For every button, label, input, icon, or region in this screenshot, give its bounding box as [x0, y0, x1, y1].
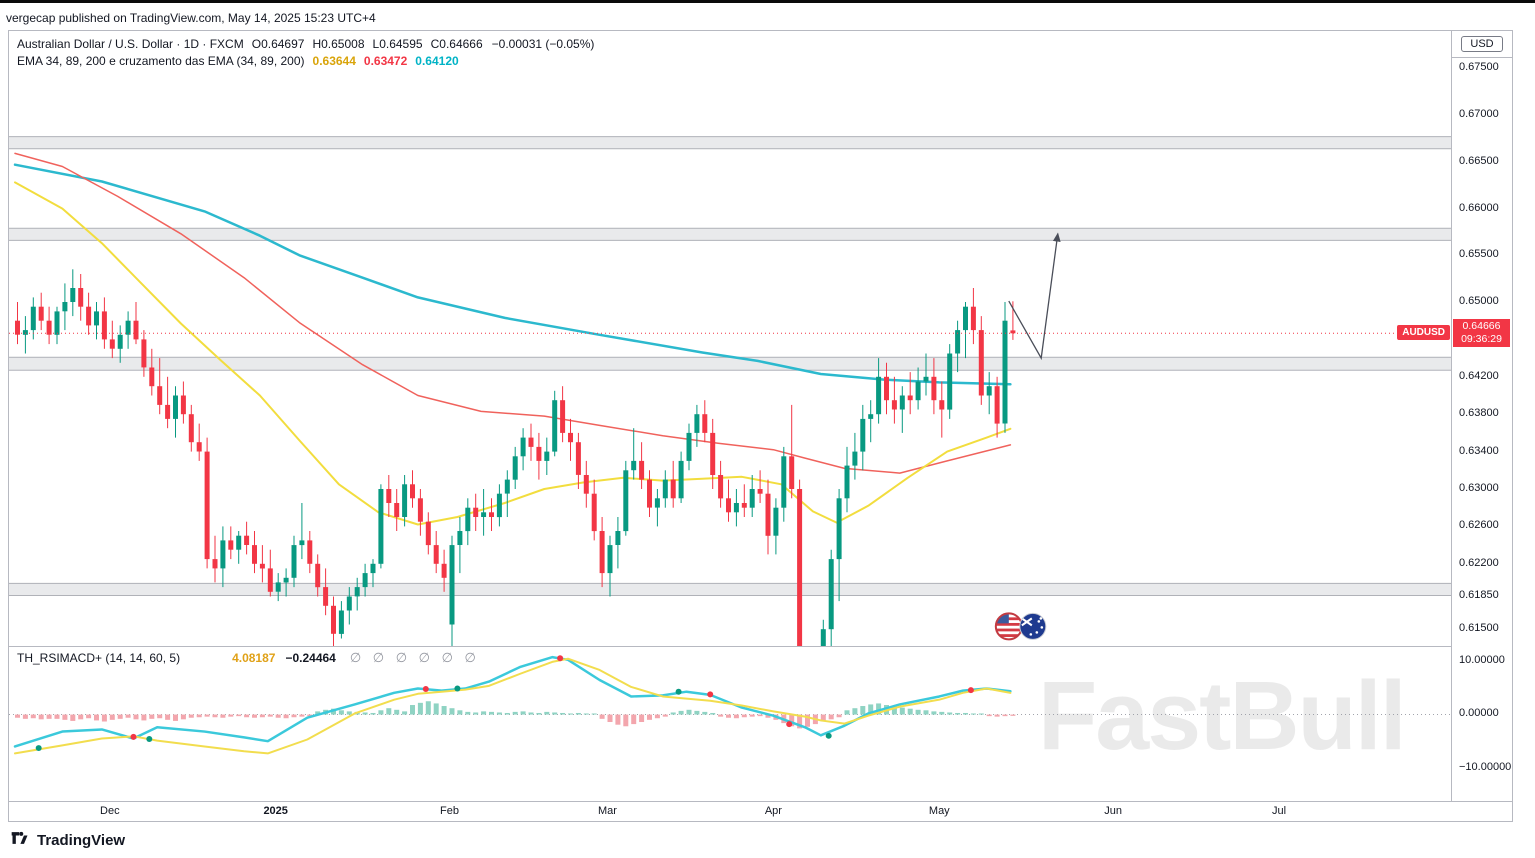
price-tick-label: 0.61850 — [1459, 589, 1499, 602]
price-tick-label: 0.63000 — [1459, 481, 1499, 494]
current-price-symbol-tag: AUDUSD — [1397, 325, 1450, 341]
time-tick-label: May — [928, 805, 950, 817]
candlestick-chart[interactable] — [9, 31, 1451, 646]
price-tick-label: 0.66000 — [1459, 201, 1499, 214]
symbol-legend-row[interactable]: Australian Dollar / U.S. Dollar · 1D · F… — [17, 36, 594, 53]
signal-dot — [130, 733, 137, 740]
price-tick-label: 0.64200 — [1459, 369, 1499, 382]
price-tick-label: 0.65000 — [1459, 295, 1499, 308]
indicator-value-1: 4.08187 — [232, 651, 276, 665]
ema-legend-row[interactable]: EMA 34, 89, 200 e cruzamento das EMA (34… — [17, 53, 594, 70]
signal-dot — [422, 686, 429, 693]
indicator-tick-label: 10.00000 — [1459, 653, 1505, 666]
time-tick-label: Apr — [764, 805, 782, 817]
time-tick-label: Mar — [598, 805, 617, 817]
indicator-pane[interactable]: TH_RSIMACD+ (14, 14, 60, 5) 4.08187 −0.244… — [9, 646, 1451, 801]
indicator-value-2: −0.24464 — [285, 651, 336, 665]
overlay-ema-34 — [14, 181, 1012, 526]
indicator-chart[interactable] — [9, 647, 1451, 801]
ohlc-close: C0.64666 — [430, 37, 483, 51]
current-price-label: 0.64666 09:36:29 — [1453, 319, 1510, 348]
time-axis[interactable]: Dec 2025 Feb Mar Apr May Jun Jul — [9, 801, 1512, 821]
price-change: −0.00031 (−0.05%) — [491, 37, 595, 51]
sr-zone — [9, 136, 1451, 149]
indicator-empty-values: ∅ ∅ ∅ ∅ ∅ ∅ — [349, 650, 480, 665]
attribution-bar: vergecap published on TradingView.com, M… — [0, 0, 1535, 30]
current-price-value: 0.64666 — [1462, 320, 1501, 333]
time-tick-label: Jul — [1271, 805, 1287, 817]
indicator-tick-label: 0.00000 — [1459, 707, 1499, 719]
price-tick-label: 0.66500 — [1459, 154, 1499, 167]
ohlc-open: O0.64697 — [251, 37, 305, 51]
ema-title: EMA 34, 89, 200 e cruzamento das EMA (34… — [17, 54, 305, 68]
signal-dot — [825, 732, 832, 739]
time-tick-label: Dec — [100, 805, 120, 817]
chart-frame: Australian Dollar / U.S. Dollar · 1D · F… — [8, 30, 1513, 822]
indicator-tick-label: −10.00000 — [1459, 760, 1512, 773]
tradingview-logo-icon — [10, 828, 30, 853]
symbol-title: Australian Dollar / U.S. Dollar · 1D · F… — [17, 37, 244, 51]
price-tick-label: 0.63800 — [1459, 407, 1499, 420]
signal-dot — [35, 745, 42, 752]
indicator-histogram — [15, 701, 1016, 729]
price-tick-label: 0.62200 — [1459, 556, 1499, 569]
overlay-ema-200 — [13, 163, 1012, 386]
price-axis[interactable]: USD 0.67500 0.67000 0.66500 0.66000 0.65500 0… — [1451, 31, 1512, 801]
indicator-title: TH_RSIMACD+ (14, 14, 60, 5) — [17, 651, 181, 665]
attribution-text: vergecap published on TradingView.com, M… — [6, 11, 376, 25]
indicator-legend[interactable]: TH_RSIMACD+ (14, 14, 60, 5) 4.08187 −0.244… — [17, 650, 480, 666]
price-tick-label: 0.67000 — [1459, 108, 1499, 121]
signal-dot — [675, 688, 682, 695]
ema-89-value: 0.63472 — [363, 54, 408, 68]
sr-zone — [9, 228, 1451, 241]
signal-dot — [557, 655, 564, 662]
time-tick-label: Jun — [1104, 805, 1122, 817]
signal-dot — [454, 685, 461, 692]
sr-zone — [9, 583, 1451, 596]
ohlc-low: L0.64595 — [372, 37, 423, 51]
signal-dot — [786, 721, 793, 728]
price-axis-header: USD — [1452, 31, 1512, 58]
price-tick-label: 0.62600 — [1459, 519, 1499, 532]
signal-dot — [707, 691, 714, 698]
bar-countdown: 09:36:29 — [1461, 333, 1502, 346]
tradingview-attribution[interactable]: TradingView — [10, 827, 125, 853]
time-tick-label: 2025 — [263, 805, 288, 817]
price-pane[interactable]: Australian Dollar / U.S. Dollar · 1D · F… — [9, 31, 1451, 646]
tradingview-logo-text: TradingView — [37, 831, 126, 849]
price-tick-label: 0.61500 — [1459, 622, 1499, 635]
signal-dot — [146, 736, 153, 742]
time-tick-label: Feb — [440, 805, 459, 817]
signal-dot — [967, 687, 974, 694]
indicator-line-fast — [13, 655, 1012, 748]
ema-200-value: 0.64120 — [415, 54, 459, 68]
price-tick-label: 0.65500 — [1459, 248, 1499, 261]
candles — [15, 269, 1016, 646]
currency-toggle[interactable]: USD — [1461, 36, 1503, 52]
chart-legend[interactable]: Australian Dollar / U.S. Dollar · 1D · F… — [17, 36, 594, 70]
trend-arrow-annotation[interactable] — [1008, 232, 1061, 361]
price-tick-label: 0.67500 — [1459, 61, 1499, 74]
sr-zone — [9, 357, 1451, 371]
fastbull-watermark: FastBull — [1038, 661, 1407, 770]
price-tick-label: 0.63400 — [1459, 444, 1499, 457]
ema-34-value: 0.63644 — [312, 54, 356, 68]
ohlc-high: H0.65008 — [312, 37, 365, 51]
instrument-flags-icon — [994, 612, 1047, 641]
